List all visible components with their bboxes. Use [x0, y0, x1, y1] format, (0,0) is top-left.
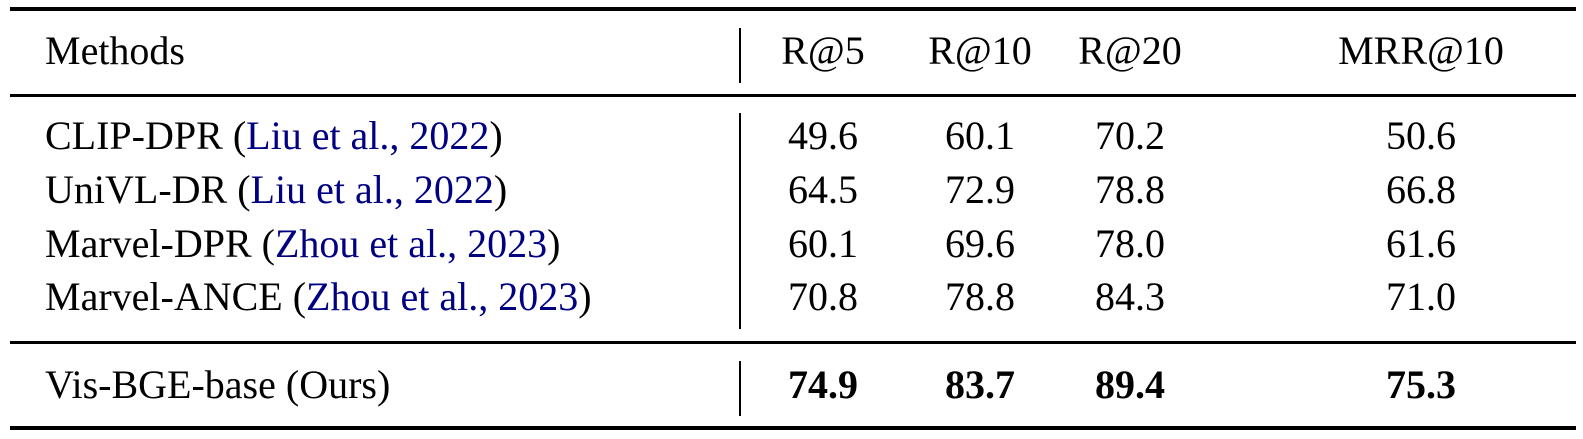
value-r10: 69.6 [945, 221, 1015, 266]
value-r5: 74.9 [788, 362, 858, 407]
header-r5: R@5 [781, 28, 865, 73]
header-methods: Methods [45, 28, 185, 73]
header-r10: R@10 [928, 28, 1032, 73]
header-rule [10, 94, 1576, 97]
value-r20: 70.2 [1095, 113, 1165, 158]
table-row: Marvel-DPR (Zhou et al., 2023) 60.1 69.6 78… [0, 218, 1583, 270]
column-separator [739, 361, 741, 416]
value-r20: 78.0 [1095, 221, 1165, 266]
bottom-rule [10, 426, 1576, 430]
mid-rule [10, 341, 1576, 344]
column-separator [739, 28, 741, 83]
value-r10: 78.8 [945, 274, 1015, 319]
header-mrr10: MRR@10 [1338, 28, 1504, 73]
top-rule [10, 7, 1576, 11]
method-name: Vis-BGE-base (Ours) [45, 362, 391, 407]
value-r20: 84.3 [1095, 274, 1165, 319]
header-r20: R@20 [1078, 28, 1182, 73]
value-mrr10: 61.6 [1386, 221, 1456, 266]
method-name: Marvel-ANCE [45, 274, 283, 319]
value-r5: 64.5 [788, 167, 858, 212]
value-r5: 70.8 [788, 274, 858, 319]
method-cell: Marvel-ANCE (Zhou et al., 2023) [45, 274, 592, 319]
method-cell: UniVL-DR (Liu et al., 2022) [45, 167, 508, 212]
method-name: CLIP-DPR [45, 113, 223, 158]
value-mrr10: 71.0 [1386, 274, 1456, 319]
value-r10: 83.7 [945, 362, 1015, 407]
header-row: Methods R@5 R@10 R@20 MRR@10 [0, 25, 1583, 77]
table-row-ours: Vis-BGE-base (Ours) 74.9 83.7 89.4 75.3 [0, 359, 1583, 411]
citation-link[interactable]: Zhou et al., 2023 [274, 221, 548, 266]
table-row: UniVL-DR (Liu et al., 2022) 64.5 72.9 78.8 6… [0, 164, 1583, 216]
value-r20: 78.8 [1095, 167, 1165, 212]
column-separator [739, 113, 741, 329]
value-r5: 49.6 [788, 113, 858, 158]
value-r10: 60.1 [945, 113, 1015, 158]
method-name: UniVL-DR [45, 167, 228, 212]
value-r10: 72.9 [945, 167, 1015, 212]
table-row: Marvel-ANCE (Zhou et al., 2023) 70.8 78.8 8… [0, 271, 1583, 323]
value-mrr10: 50.6 [1386, 113, 1456, 158]
method-name: Marvel-DPR [45, 221, 252, 266]
citation-link[interactable]: Liu et al., 2022 [246, 113, 490, 158]
method-cell: Marvel-DPR (Zhou et al., 2023) [45, 221, 561, 266]
value-r5: 60.1 [788, 221, 858, 266]
value-mrr10: 66.8 [1386, 167, 1456, 212]
method-cell: CLIP-DPR (Liu et al., 2022) [45, 113, 503, 158]
table-row: CLIP-DPR (Liu et al., 2022) 49.6 60.1 70.2 5… [0, 110, 1583, 162]
citation-link[interactable]: Zhou et al., 2023 [306, 274, 579, 319]
value-r20: 89.4 [1095, 362, 1165, 407]
citation-link[interactable]: Liu et al., 2022 [250, 167, 494, 212]
value-mrr10: 75.3 [1386, 362, 1456, 407]
